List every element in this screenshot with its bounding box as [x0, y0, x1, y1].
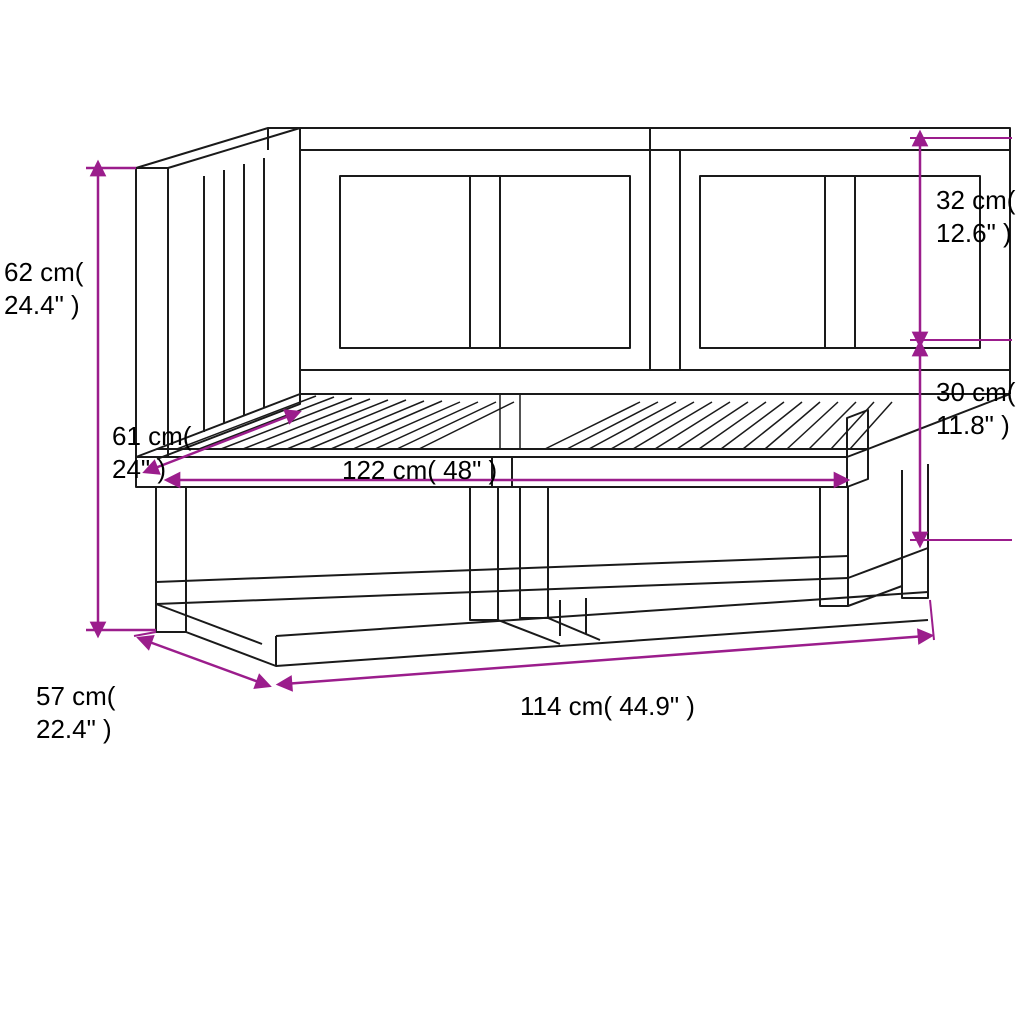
label-seat-depth: 61 cm( 24" ) [112, 420, 191, 485]
base-width-cm: 114 cm( [520, 691, 612, 721]
overall-height-cm: 62 cm( [4, 256, 83, 289]
backrest-height-cm: 32 cm( [936, 184, 1015, 217]
seat-depth-in: 24" ) [112, 453, 191, 486]
label-seat-width: 122 cm( 48" ) [342, 454, 497, 487]
base-depth-cm: 57 cm( [36, 680, 115, 713]
label-base-depth: 57 cm( 22.4" ) [36, 680, 115, 745]
diagram-stage: 62 cm( 24.4" ) 61 cm( 24" ) 122 cm( 48" … [0, 0, 1024, 1024]
base-depth-in: 22.4" ) [36, 713, 115, 746]
technical-drawing [0, 0, 1024, 1024]
seat-width-cm: 122 cm( [342, 455, 436, 485]
label-base-width: 114 cm( 44.9" ) [520, 690, 695, 723]
seat-height-in: 11.8" ) [936, 409, 1015, 442]
label-backrest-height: 32 cm( 12.6" ) [936, 184, 1015, 249]
seat-depth-cm: 61 cm( [112, 420, 191, 453]
furniture-outline [136, 128, 1010, 666]
seat-height-cm: 30 cm( [936, 376, 1015, 409]
seat-width-in: 48" ) [443, 455, 497, 485]
backrest-height-in: 12.6" ) [936, 217, 1015, 250]
base-width-in: 44.9" ) [619, 691, 695, 721]
label-seat-height: 30 cm( 11.8" ) [936, 376, 1015, 441]
label-overall-height: 62 cm( 24.4" ) [4, 256, 83, 321]
overall-height-in: 24.4" ) [4, 289, 83, 322]
